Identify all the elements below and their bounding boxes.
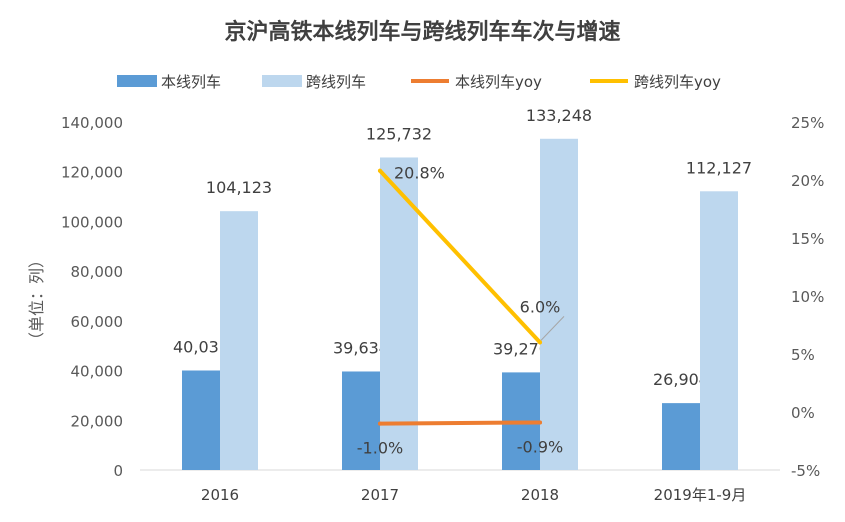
bar-data-label: 39,270 (493, 339, 549, 358)
bar-2 (220, 211, 258, 470)
line-data-label: 6.0% (520, 297, 561, 316)
bar-1 (182, 370, 220, 470)
series-point-2 (538, 340, 542, 345)
bar-1 (342, 371, 380, 470)
y2-tick-label: -5% (791, 462, 820, 480)
series-line-2 (378, 168, 542, 345)
y-tick-label: 0 (113, 462, 123, 480)
y-tick-label: 80,000 (71, 263, 124, 281)
y-tick-label: 140,000 (61, 114, 123, 132)
chart-title: 京沪高铁本线列车与跨线列车车次与增速 (224, 20, 621, 45)
y2-tick-label: 0% (791, 404, 815, 422)
y2-tick-label: 25% (791, 114, 824, 132)
series-point-1 (378, 421, 382, 426)
y2-tick-label: 15% (791, 230, 824, 248)
bar-data-label: 39,634 (333, 338, 389, 357)
series-point-2 (378, 168, 382, 173)
x-tick-label: 2017 (361, 486, 399, 504)
line-data-label: -1.0% (357, 439, 403, 458)
y2-tick-label: 5% (791, 346, 815, 364)
data-label-leader (540, 316, 565, 341)
y-tick-label: 20,000 (71, 412, 124, 430)
legend-label-1: 本线列车 (161, 72, 222, 91)
bar-data-label: 40,031 (173, 337, 229, 356)
line-data-label: 20.8% (394, 164, 445, 183)
bar-2 (540, 138, 578, 470)
y-tick-label: 60,000 (71, 313, 124, 331)
y-axis-label: （单位：列） (27, 252, 46, 348)
bar-1 (662, 403, 700, 470)
y-tick-label: 40,000 (71, 363, 124, 381)
legend-item-series-2: 跨线列车 (262, 68, 366, 94)
series-line-1 (378, 420, 542, 426)
x-tick-label: 2016 (201, 486, 239, 504)
legend: 本线列车 跨线列车 本线列车yoy 跨线列车yoy (0, 68, 845, 94)
bar-2 (700, 191, 738, 471)
y-tick-label: 120,000 (61, 164, 123, 182)
legend-label-3: 本线列车yoy (455, 72, 542, 91)
legend-item-series-1: 本线列车 (117, 68, 221, 94)
line-data-label: -0.9% (517, 437, 563, 456)
legend-swatch-4 (590, 79, 628, 83)
bar-data-label: 104,123 (206, 178, 272, 197)
x-tick-label: 2019年1-9月 (654, 486, 747, 504)
y-tick-label: 100,000 (61, 213, 123, 231)
legend-label-4: 跨线列车yoy (634, 72, 721, 91)
y2-tick-label: 20% (791, 172, 824, 190)
legend-swatch-1 (117, 75, 157, 87)
legend-swatch-3 (411, 79, 449, 83)
legend-swatch-2 (262, 75, 302, 87)
x-tick-label: 2018 (521, 486, 559, 504)
bar-data-label: 133,248 (526, 106, 592, 125)
bar-data-label: 112,127 (686, 158, 752, 177)
legend-label-2: 跨线列车 (306, 72, 367, 91)
bar-data-label: 26,904 (653, 370, 709, 389)
bar-2 (380, 157, 418, 470)
series-point-1 (538, 420, 542, 425)
legend-item-series-3: 本线列车yoy (411, 68, 542, 94)
legend-item-series-4: 跨线列车yoy (590, 68, 721, 94)
bar-data-label: 125,732 (366, 124, 432, 143)
y2-tick-label: 10% (791, 288, 824, 306)
